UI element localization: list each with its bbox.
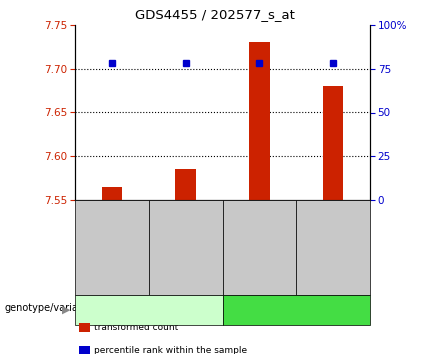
Text: ▶: ▶ — [62, 305, 71, 315]
Text: GSM860662: GSM860662 — [181, 220, 190, 275]
Text: GSM860663: GSM860663 — [255, 220, 264, 275]
Text: genotype/variation: genotype/variation — [4, 303, 97, 313]
Text: control: control — [129, 305, 168, 315]
Text: GDS4455 / 202577_s_at: GDS4455 / 202577_s_at — [135, 8, 295, 21]
Text: transformed count: transformed count — [94, 323, 178, 332]
Bar — [101, 187, 122, 200]
Text: GSM860661: GSM860661 — [108, 220, 117, 275]
Bar — [175, 169, 196, 200]
Bar — [323, 86, 344, 200]
Text: percentile rank within the sample: percentile rank within the sample — [94, 346, 248, 354]
Text: RhoGDI2: RhoGDI2 — [272, 305, 321, 315]
Bar — [249, 42, 270, 200]
Text: GSM860664: GSM860664 — [329, 220, 338, 275]
